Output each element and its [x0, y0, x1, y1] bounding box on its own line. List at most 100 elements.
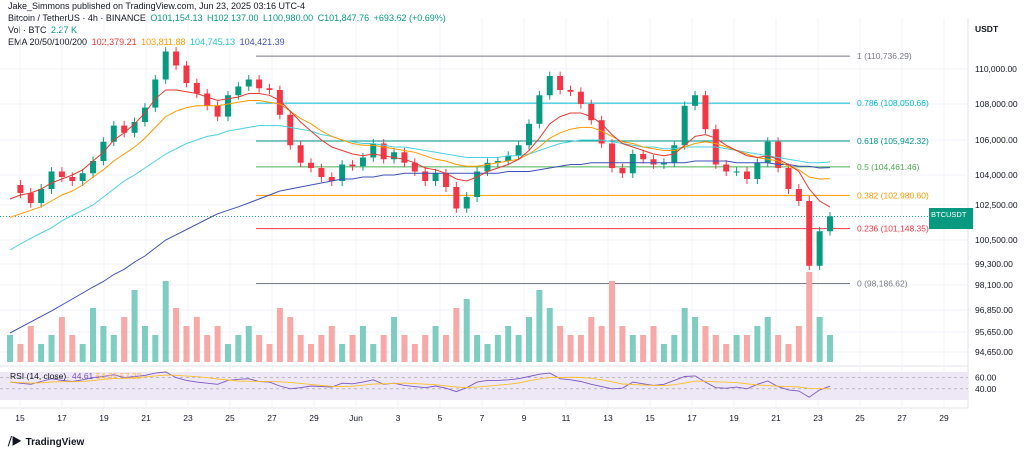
- ema-label[interactable]: EMA 20/50/100/200: [8, 37, 88, 47]
- last-price-value: 101,847.76: [975, 209, 1018, 219]
- candle-body: [100, 141, 107, 161]
- volume-bar: [162, 281, 169, 362]
- ema100-value: 104,745.13: [190, 37, 236, 47]
- candle-body: [339, 164, 346, 181]
- volume-bar: [536, 290, 543, 362]
- volume-bar: [27, 326, 34, 362]
- candle-body: [287, 114, 294, 146]
- volume-bar: [640, 335, 647, 362]
- rsi-band: [0, 372, 968, 400]
- volume-bar: [183, 326, 190, 362]
- x-tick-label: 27: [267, 413, 277, 423]
- candle-body: [256, 79, 263, 89]
- candle-body: [318, 168, 325, 177]
- volume-bar: [743, 335, 750, 362]
- candle-body: [536, 95, 543, 124]
- volume-bar: [121, 317, 128, 362]
- volume-bar: [100, 326, 107, 362]
- candle-body: [577, 91, 584, 104]
- fib-level-label: 0.618 (105,942.32): [857, 136, 929, 146]
- candle-body: [235, 86, 242, 96]
- volume-bar: [775, 335, 782, 362]
- candle-body: [681, 105, 688, 146]
- volume-bar: [193, 317, 200, 362]
- rsi-value-1: 44.61: [72, 371, 94, 381]
- volume-bar: [152, 335, 159, 362]
- candle-body: [484, 162, 491, 172]
- volume-bar: [453, 308, 460, 362]
- publisher-line: Jake_Simmons published on TradingView.co…: [8, 1, 306, 11]
- x-tick-label: 17: [57, 413, 67, 423]
- candle-body: [557, 76, 564, 90]
- rsi-value-2: 54.62: [96, 371, 118, 381]
- ohlc-close: C101,847.76: [317, 13, 370, 23]
- volume-bar: [58, 317, 65, 362]
- volume-bar: [297, 335, 304, 362]
- volume-bar: [359, 326, 366, 362]
- volume-value: 2.27 K: [51, 25, 78, 35]
- volume-bar: [256, 335, 263, 362]
- candle-body: [764, 141, 771, 163]
- ema50-line: [9, 100, 831, 218]
- volume-label[interactable]: Vol · BTC: [8, 25, 47, 35]
- x-tick-label: 19: [99, 413, 109, 423]
- volume-bar: [328, 326, 335, 362]
- volume-bar: [816, 317, 823, 362]
- x-tick-label: 19: [729, 413, 739, 423]
- volume-bar: [463, 299, 470, 362]
- ema100-line: [9, 125, 831, 251]
- candle-body: [795, 189, 802, 201]
- rsi-value-3: 57.22: [120, 371, 142, 381]
- x-tick-label: 23: [813, 413, 823, 423]
- candle-body: [110, 125, 117, 142]
- volume-bar: [567, 335, 574, 362]
- symbol-title[interactable]: Bitcoin / TetherUS · 4h · BINANCE: [8, 13, 146, 23]
- candle-body: [17, 185, 24, 193]
- fib-level-label: 0.236 (101,148.35): [857, 224, 929, 234]
- tradingview-logo-icon: ⧸▶: [8, 436, 22, 448]
- x-tick-label: 7: [480, 413, 485, 423]
- volume-bar: [380, 335, 387, 362]
- candle-body: [401, 152, 408, 163]
- candle-body: [525, 123, 532, 146]
- candle-body: [276, 90, 283, 115]
- rsi-line: [9, 371, 831, 398]
- x-tick-label: 3: [396, 413, 401, 423]
- candle-body: [816, 231, 823, 266]
- volume-bar: [287, 317, 294, 362]
- candle-body: [152, 79, 159, 108]
- candle-body: [245, 79, 252, 87]
- candle-body: [328, 177, 335, 181]
- y-tick-label: 100,500.00: [975, 235, 1018, 245]
- candle-body: [505, 155, 512, 161]
- volume-bar: [401, 335, 408, 362]
- volume-bar: [494, 335, 501, 362]
- candle-body: [733, 171, 740, 173]
- x-tick-label: 17: [687, 413, 697, 423]
- candle-body: [308, 162, 315, 168]
- last-price-symbol: BTCUSDT: [931, 210, 967, 219]
- volume-bar: [733, 335, 740, 362]
- ohlc-open: O101,154.13: [150, 13, 203, 23]
- candle-body: [141, 107, 148, 122]
- volume-bar: [557, 326, 564, 362]
- candle-body: [27, 193, 34, 203]
- volume-bar: [79, 344, 86, 362]
- volume-bar: [17, 344, 24, 362]
- candle-body: [640, 154, 647, 160]
- fib-level-label: 0 (98,186.62): [857, 278, 908, 288]
- candle-body: [224, 95, 231, 117]
- volume-bar: [629, 335, 636, 362]
- volume-bar: [422, 335, 429, 362]
- tradingview-watermark[interactable]: ⧸▶ TradingView: [8, 436, 84, 449]
- fibonacci-retracement: 1 (110,736.29) 0.786 (108,050.66) 0.618 (1…: [256, 51, 929, 288]
- volume-bar: [224, 344, 231, 362]
- candle-body: [660, 162, 667, 165]
- candle-body: [474, 171, 481, 197]
- volume-bar: [442, 335, 449, 362]
- x-tick-label: 25: [225, 413, 235, 423]
- volume-bar: [245, 326, 252, 362]
- volume-bar: [7, 335, 13, 362]
